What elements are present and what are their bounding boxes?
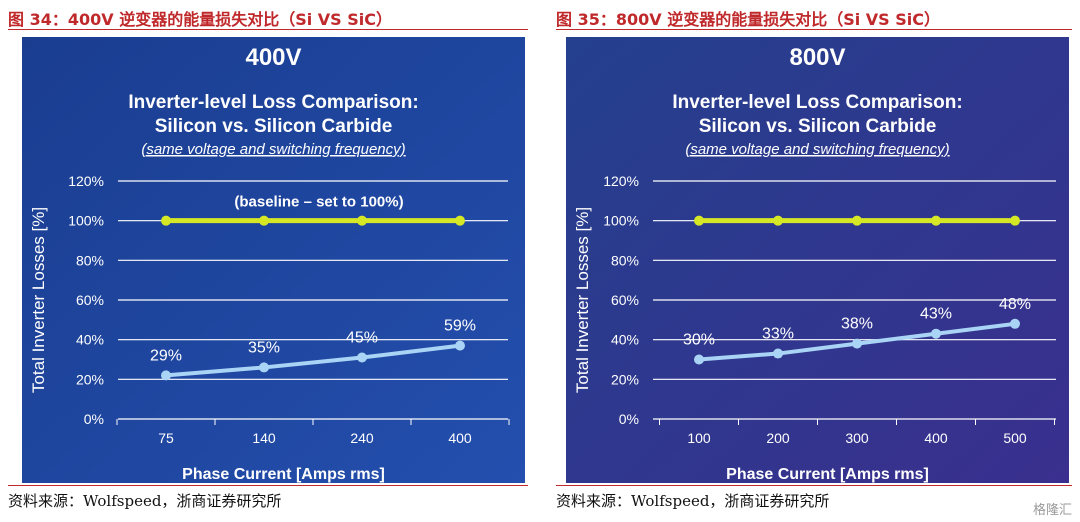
chart-note: (same voltage and switching frequency)	[685, 141, 949, 158]
data-label: 45%	[346, 330, 378, 347]
silicon-data-point	[259, 215, 269, 226]
y-tick-label: 100%	[68, 213, 104, 229]
y-tick-label: 120%	[68, 173, 104, 189]
title-rule-left	[8, 29, 528, 30]
y-tick-label: 40%	[611, 332, 639, 348]
y-tick-label: 120%	[603, 173, 639, 189]
data-label: 38%	[841, 316, 873, 333]
silicon-data-point	[161, 215, 171, 226]
y-tick-label: 80%	[76, 252, 104, 268]
silicon-data-point	[694, 215, 704, 226]
source-right: 资料来源：Wolfspeed，浙商证券研究所	[556, 492, 830, 510]
silicon-data-point	[357, 215, 367, 226]
silicon-data-point	[852, 215, 862, 226]
data-label: 43%	[920, 306, 952, 323]
y-tick-label: 100%	[603, 213, 639, 229]
silicon-data-point	[1010, 215, 1020, 226]
data-label: 48%	[999, 296, 1031, 313]
x-tick-label: 500	[1003, 430, 1027, 446]
baseline-annotation: (baseline – set to 100%)	[234, 194, 403, 211]
x-tick-label: 400	[924, 430, 948, 446]
sic-data-point	[259, 362, 269, 373]
data-label: 33%	[762, 326, 794, 343]
sic-series-line	[165, 343, 461, 378]
watermark: 格隆汇	[1032, 503, 1072, 518]
x-tick-label: 200	[766, 430, 790, 446]
x-axis-label: Phase Current [Amps rms]	[182, 466, 385, 483]
x-tick-label: 75	[158, 430, 174, 446]
x-tick-label: 140	[252, 430, 276, 446]
y-tick-label: 0%	[619, 411, 639, 427]
y-tick-label: 60%	[76, 292, 104, 308]
chart-title: Inverter-level Loss Comparison:	[672, 92, 962, 113]
y-tick-label: 20%	[611, 371, 639, 387]
y-tick-label: 0%	[84, 411, 104, 427]
chart-800v: 800V Inverter-level Loss Comparison: Silic…	[566, 37, 1069, 483]
y-tick-label: 80%	[611, 252, 639, 268]
chart-panel-800v: 800V Inverter-level Loss Comparison: Silic…	[566, 37, 1069, 483]
x-tick-label: 100	[687, 430, 711, 446]
title-rule-right	[556, 29, 1072, 30]
chart-title: Inverter-level Loss Comparison:	[128, 92, 418, 113]
sic-data-point	[852, 338, 862, 349]
sic-data-point	[931, 328, 941, 339]
x-tick-label: 300	[845, 430, 869, 446]
panel-title: 800V	[789, 44, 845, 71]
data-label: 29%	[150, 347, 182, 364]
sic-data-point	[357, 352, 367, 363]
y-tick-label: 20%	[76, 371, 104, 387]
figure-title-right: 图 35：800V 逆变器的能量损失对比（Si VS SiC）	[556, 10, 940, 29]
chart-400v: 400V Inverter-level Loss Comparison: Silic…	[22, 37, 525, 483]
data-label: 30%	[683, 332, 715, 349]
data-label: 59%	[444, 318, 476, 335]
source-left: 资料来源：Wolfspeed，浙商证券研究所	[8, 492, 282, 510]
data-label: 35%	[248, 339, 280, 356]
figure-title-left: 图 34：400V 逆变器的能量损失对比（Si VS SiC）	[8, 10, 392, 29]
x-tick-label: 400	[448, 430, 472, 446]
sic-data-point	[161, 370, 171, 381]
panel-title: 400V	[245, 44, 301, 71]
chart-subtitle: Silicon vs. Silicon Carbide	[155, 116, 393, 137]
sic-data-point	[773, 348, 783, 359]
source-rule-left	[8, 485, 528, 486]
y-axis-label: Total Inverter Losses [%]	[29, 207, 48, 393]
y-axis-label: Total Inverter Losses [%]	[573, 207, 592, 393]
silicon-data-point	[455, 215, 465, 226]
x-tick-label: 240	[350, 430, 374, 446]
sic-data-point	[455, 340, 465, 351]
chart-subtitle: Silicon vs. Silicon Carbide	[699, 116, 937, 137]
chart-panel-400v: 400V Inverter-level Loss Comparison: Silic…	[22, 37, 525, 483]
silicon-data-point	[931, 215, 941, 226]
silicon-data-point	[773, 215, 783, 226]
chart-note: (same voltage and switching frequency)	[141, 141, 405, 158]
x-axis-label: Phase Current [Amps rms]	[726, 466, 929, 483]
y-tick-label: 40%	[76, 332, 104, 348]
sic-data-point	[694, 354, 704, 365]
sic-data-point	[1010, 318, 1020, 329]
y-tick-label: 60%	[611, 292, 639, 308]
source-rule-right	[556, 485, 1072, 486]
